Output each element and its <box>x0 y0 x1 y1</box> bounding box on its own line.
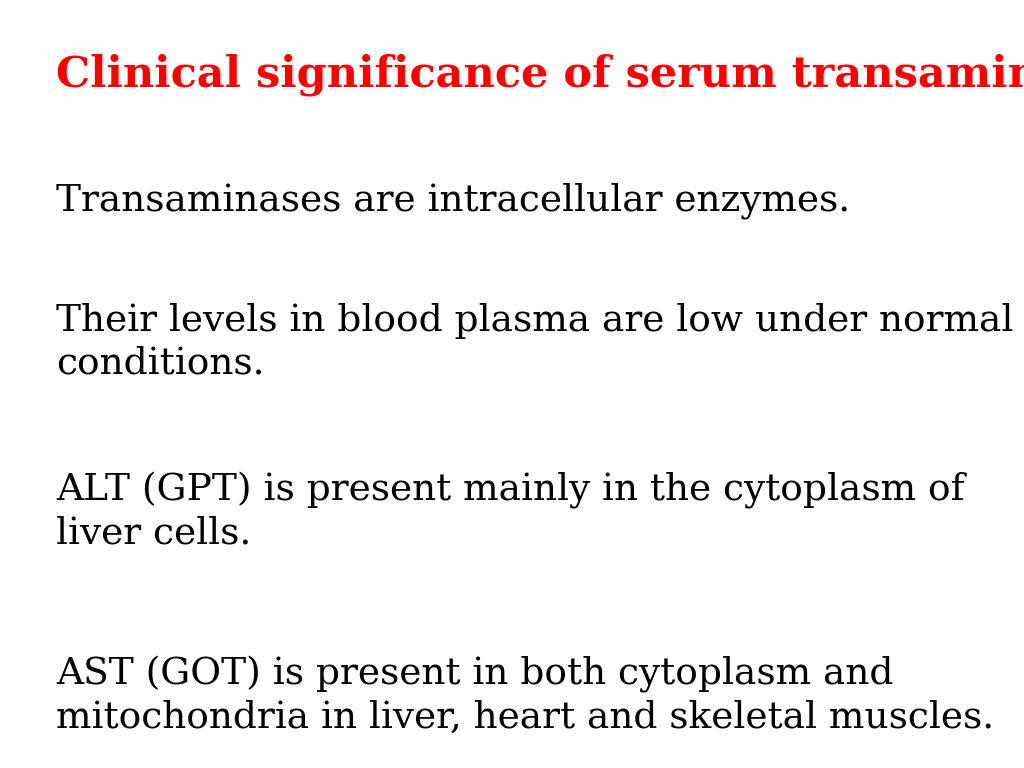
Text: AST (GOT) is present in both cytoplasm and
mitochondria in liver, heart and skel: AST (GOT) is present in both cytoplasm a… <box>56 656 994 736</box>
Text: Their levels in blood plasma are low under normal
conditions.: Their levels in blood plasma are low und… <box>56 303 1014 382</box>
Text: Clinical significance of serum transaminases: Clinical significance of serum transamin… <box>56 54 1024 96</box>
Text: ALT (GPT) is present mainly in the cytoplasm of
liver cells.: ALT (GPT) is present mainly in the cytop… <box>56 472 965 551</box>
Text: Transaminases are intracellular enzymes.: Transaminases are intracellular enzymes. <box>56 182 851 219</box>
